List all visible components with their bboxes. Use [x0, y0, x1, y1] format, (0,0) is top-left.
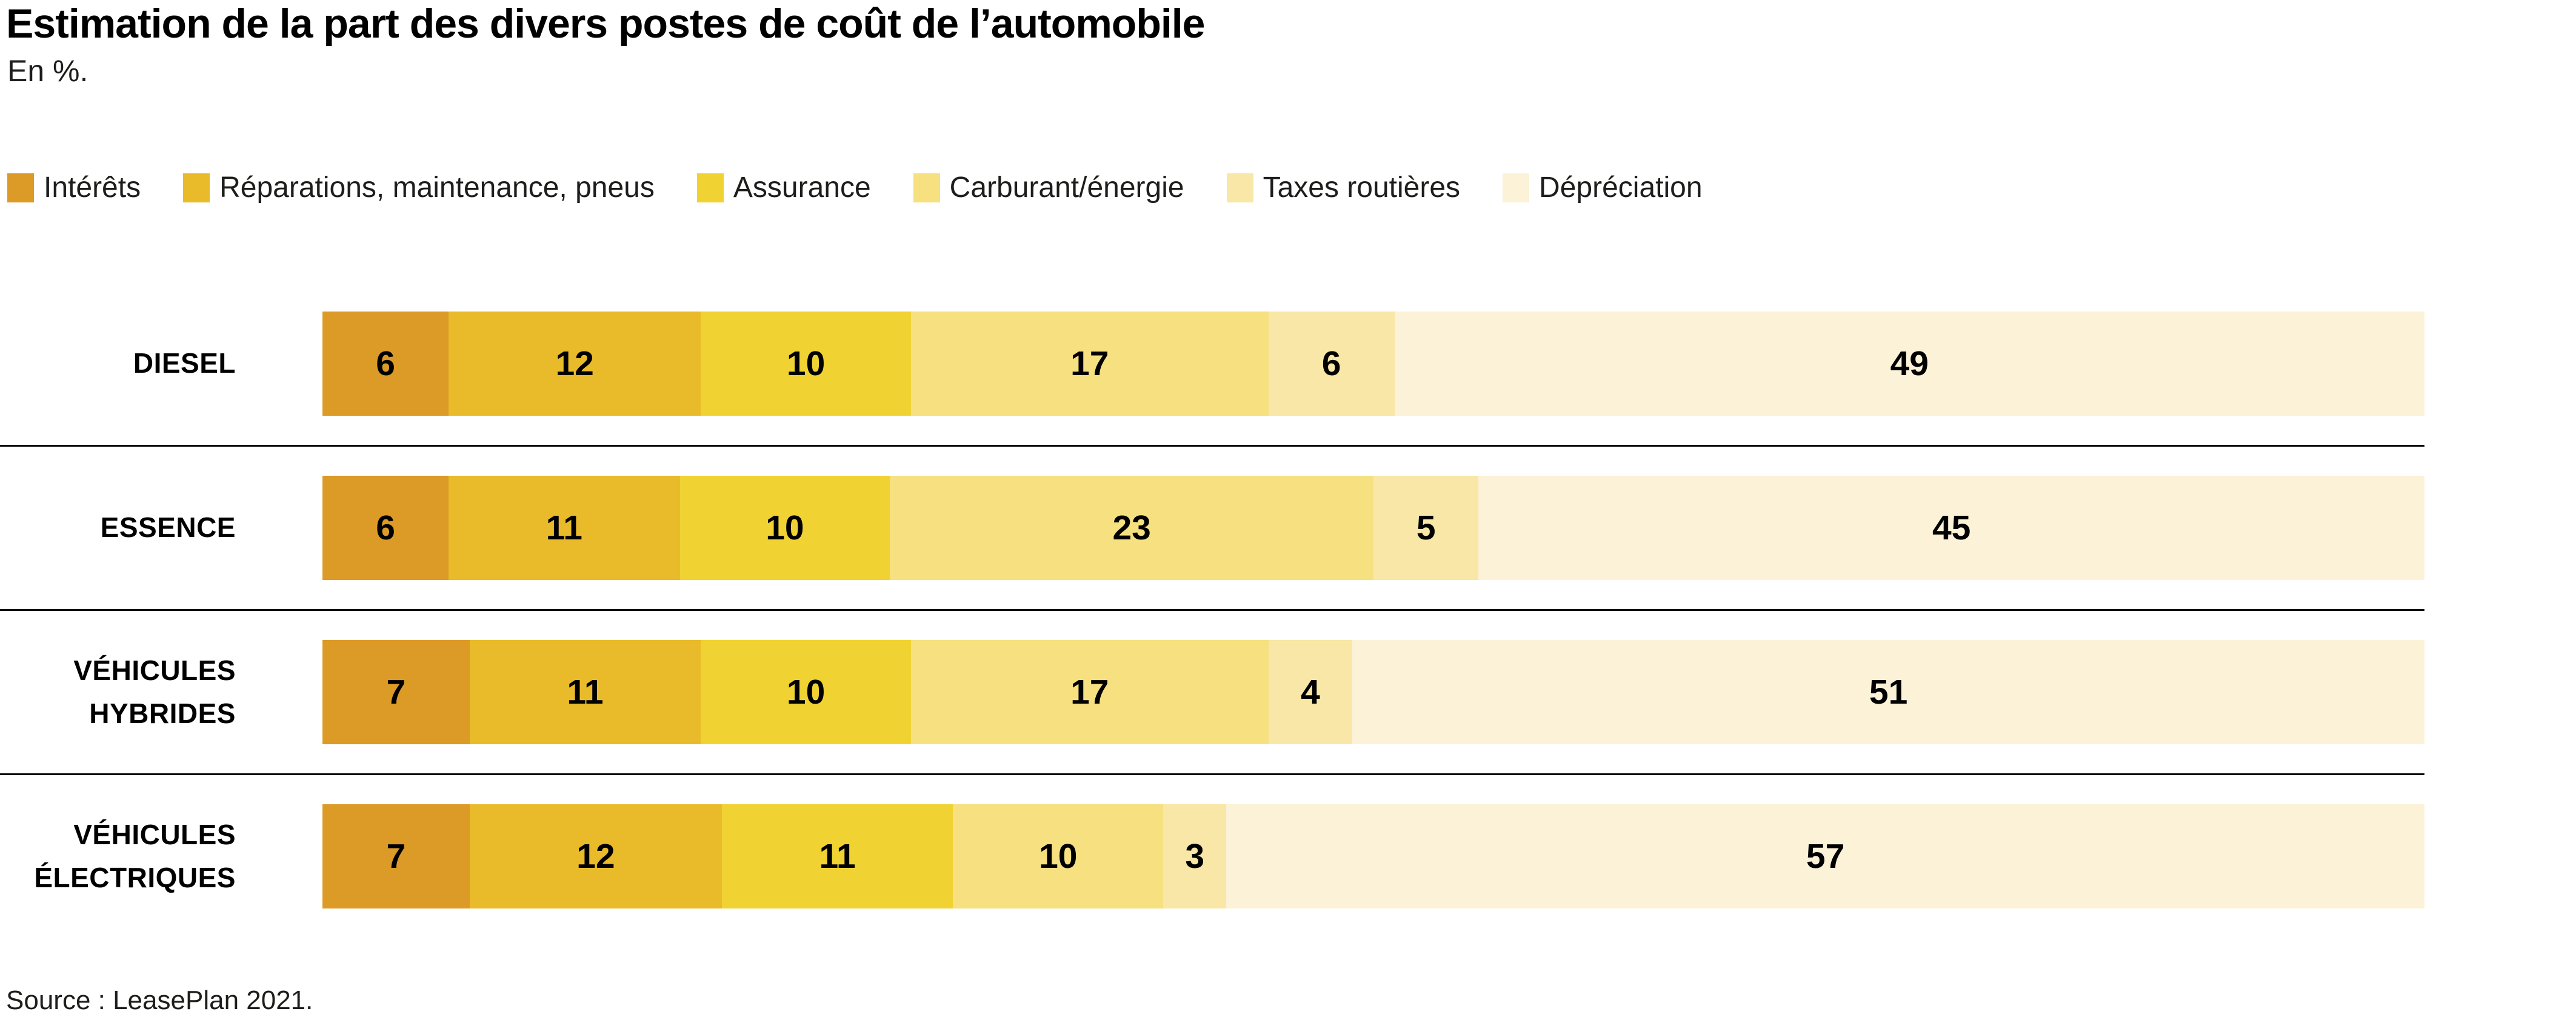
legend-item-depreciation: Dépréciation [1503, 171, 1703, 204]
chart: DIESEL 6 12 10 17 6 49 ESSENCE 6 11 10 23 5 45 VÉHICUL… [0, 312, 2424, 908]
bar-segment-interets: 6 [322, 476, 449, 580]
legend-label: Intérêts [44, 172, 141, 204]
legend: Intérêts Réparations, maintenance, pneus A… [7, 171, 1703, 204]
row-separator [0, 609, 2424, 611]
bar-segment-interets: 7 [322, 804, 470, 908]
legend-swatch-icon [1503, 173, 1530, 202]
legend-label: Réparations, maintenance, pneus [219, 172, 655, 204]
bar-segment-interets: 6 [322, 312, 449, 416]
legend-item-taxes-routieres: Taxes routières [1226, 171, 1461, 204]
row-label: VÉHICULES ÉLECTRIQUES [0, 804, 322, 908]
row-label-line: ÉLECTRIQUES [34, 862, 236, 893]
bar-segment-reparations-maintenance-pneus: 11 [469, 640, 701, 744]
bar-segment-depreciation: 45 [1478, 476, 2424, 580]
bar-segment-carburant-energie: 17 [911, 312, 1269, 416]
chart-row-vehicules-electriques: VÉHICULES ÉLECTRIQUES 7 12 11 10 3 57 [0, 804, 2424, 908]
bar-segment-taxes-routieres: 3 [1163, 804, 1227, 908]
legend-swatch-icon [183, 173, 210, 202]
bar-segment-assurance: 10 [679, 476, 890, 580]
bar-segment-depreciation: 51 [1352, 640, 2424, 744]
bar-segment-assurance: 10 [701, 312, 912, 416]
legend-item-interets: Intérêts [7, 171, 141, 204]
legend-item-carburant-energie: Carburant/énergie [913, 171, 1184, 204]
legend-label: Dépréciation [1539, 172, 1703, 204]
bar-segment-assurance: 11 [721, 804, 953, 908]
source-note: Source : LeasePlan 2021. [6, 985, 313, 1015]
bar-segment-reparations-maintenance-pneus: 12 [449, 312, 701, 416]
stacked-bar: 7 11 10 17 4 51 [322, 640, 2424, 744]
legend-label: Carburant/énergie [949, 172, 1184, 204]
row-label-line: ESSENCE [100, 512, 236, 544]
stacked-bar: 6 11 10 23 5 45 [322, 476, 2424, 580]
bar-segment-carburant-energie: 17 [911, 640, 1269, 744]
legend-swatch-icon [696, 173, 724, 202]
chart-row-vehicules-hybrides: VÉHICULES HYBRIDES 7 11 10 17 4 51 [0, 640, 2424, 744]
bar-segment-interets: 7 [322, 640, 470, 744]
legend-label: Assurance [733, 172, 871, 204]
bar-segment-taxes-routieres: 6 [1268, 312, 1395, 416]
row-separator [0, 445, 2424, 447]
legend-swatch-icon [7, 173, 34, 202]
chart-subtitle: En %. [7, 54, 88, 88]
bar-segment-depreciation: 57 [1226, 804, 2424, 908]
row-label-line: DIESEL [133, 347, 236, 379]
legend-item-assurance: Assurance [696, 171, 871, 204]
row-label: DIESEL [0, 312, 322, 416]
row-label-line: HYBRIDES [89, 698, 236, 729]
bar-segment-taxes-routieres: 5 [1373, 476, 1479, 580]
row-separator [0, 773, 2424, 775]
chart-row-essence: ESSENCE 6 11 10 23 5 45 [0, 476, 2424, 580]
bar-segment-carburant-energie: 23 [890, 476, 1373, 580]
legend-label: Taxes routières [1263, 172, 1461, 204]
bar-segment-reparations-maintenance-pneus: 11 [449, 476, 680, 580]
row-label: ESSENCE [0, 476, 322, 580]
bar-segment-assurance: 10 [701, 640, 912, 744]
row-label: VÉHICULES HYBRIDES [0, 640, 322, 744]
row-label-line: VÉHICULES [73, 654, 236, 686]
bar-segment-carburant-energie: 10 [953, 804, 1164, 908]
legend-swatch-icon [913, 173, 940, 202]
bar-segment-depreciation: 49 [1394, 312, 2424, 416]
bar-segment-reparations-maintenance-pneus: 12 [469, 804, 722, 908]
chart-title: Estimation de la part des divers postes … [6, 1, 1205, 47]
bar-segment-taxes-routieres: 4 [1268, 640, 1353, 744]
legend-swatch-icon [1226, 173, 1253, 202]
stacked-bar: 7 12 11 10 3 57 [322, 804, 2424, 908]
row-label-line: VÉHICULES [73, 818, 236, 850]
legend-item-reparations-maintenance-pneus: Réparations, maintenance, pneus [183, 171, 655, 204]
chart-row-diesel: DIESEL 6 12 10 17 6 49 [0, 312, 2424, 416]
stacked-bar: 6 12 10 17 6 49 [322, 312, 2424, 416]
